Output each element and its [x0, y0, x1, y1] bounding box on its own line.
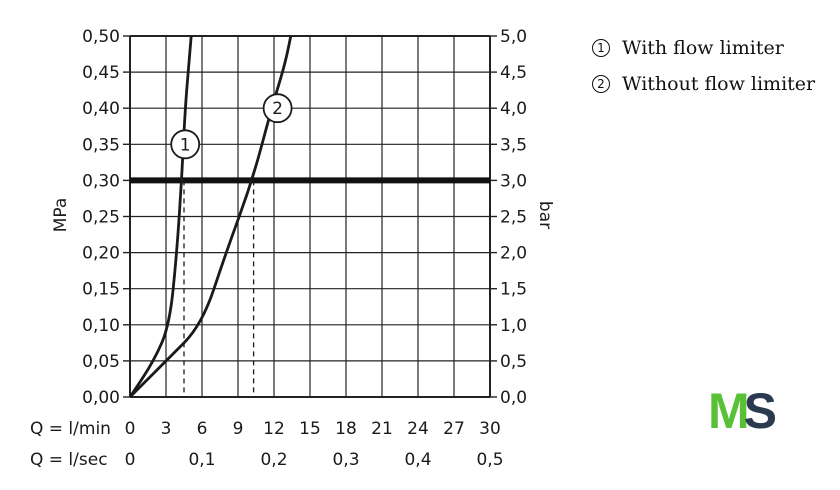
- legend: 1 With flow limiter 2 Without flow limit…: [592, 30, 815, 102]
- curve-marker-2: [262, 93, 293, 124]
- y-tick-label-left: 0,00: [82, 388, 120, 408]
- x-row-label-lmin: Q = l/min: [30, 419, 111, 439]
- y-tick-label-right: 4,0: [500, 99, 527, 119]
- x-tick-label-lmin: 15: [299, 419, 321, 439]
- legend-marker-2: 2: [592, 75, 610, 93]
- y-axis-title-left: MPa: [51, 198, 71, 233]
- x-tick-label-lmin: 30: [479, 419, 501, 439]
- y-tick-label-right: 5,0: [500, 27, 527, 47]
- y-tick-label-left: 0,30: [82, 171, 120, 191]
- x-row-label-lsec: Q = l/sec: [30, 450, 108, 470]
- x-tick-label-lsec: 0,1: [188, 450, 215, 470]
- x-tick-label-lmin: 18: [335, 419, 357, 439]
- x-tick-label-lsec: 0,5: [476, 450, 503, 470]
- x-tick-label-lmin: 9: [233, 419, 244, 439]
- logo-letter-s: S: [743, 383, 777, 439]
- x-tick-label-lmin: 12: [263, 419, 285, 439]
- flow-curve-1: [128, 35, 193, 398]
- tick-labels: 0,000,050,100,150,200,250,300,350,400,45…: [30, 27, 527, 470]
- logo-letter-m: M: [708, 383, 750, 439]
- x-tick-label-lmin: 6: [197, 419, 208, 439]
- y-tick-label-left: 0,35: [82, 135, 120, 155]
- y-tick-label-left: 0,05: [82, 352, 120, 372]
- x-tick-label-lmin: 27: [443, 419, 465, 439]
- legend-label-1: With flow limiter: [622, 37, 784, 59]
- curve-marker-1: [170, 129, 201, 160]
- x-tick-label-lsec: 0,2: [260, 450, 287, 470]
- ms-logo: MS: [708, 383, 777, 439]
- y-tick-label-right: 3,0: [500, 171, 527, 191]
- legend-item-with-limiter: 1 With flow limiter: [592, 30, 815, 66]
- y-tick-label-left: 0,40: [82, 99, 120, 119]
- x-tick-label-lmin: 21: [371, 419, 393, 439]
- y-tick-label-left: 0,15: [82, 280, 120, 300]
- plot-area: 12: [128, 35, 490, 398]
- y-axis-title-right: bar: [535, 201, 555, 229]
- y-tick-label-right: 3,5: [500, 135, 527, 155]
- flow-curve-2: [129, 35, 293, 398]
- x-tick-label-lmin: 3: [161, 419, 172, 439]
- y-tick-label-right: 2,5: [500, 208, 527, 228]
- legend-marker-1: 1: [592, 39, 610, 57]
- x-tick-label-lsec: 0: [125, 450, 136, 470]
- curve-marker-label-2: 2: [272, 99, 283, 119]
- y-tick-label-left: 0,20: [82, 244, 120, 264]
- x-tick-label-lmin: 24: [407, 419, 429, 439]
- y-tick-label-right: 0,0: [500, 388, 527, 408]
- y-tick-label-right: 1,0: [500, 316, 527, 336]
- x-tick-label-lmin: 0: [125, 419, 136, 439]
- y-tick-label-left: 0,45: [82, 63, 120, 83]
- x-tick-label-lsec: 0,3: [332, 450, 359, 470]
- y-tick-label-right: 0,5: [500, 352, 527, 372]
- x-tick-label-lsec: 0,4: [404, 450, 431, 470]
- legend-item-without-limiter: 2 Without flow limiter: [592, 66, 815, 102]
- y-tick-label-left: 0,10: [82, 316, 120, 336]
- curve-marker-label-1: 1: [180, 135, 191, 155]
- y-tick-label-right: 1,5: [500, 280, 527, 300]
- legend-label-2: Without flow limiter: [622, 73, 816, 95]
- y-tick-label-left: 0,50: [82, 27, 120, 47]
- y-tick-label-right: 2,0: [500, 244, 527, 264]
- y-tick-label-right: 4,5: [500, 63, 527, 83]
- y-tick-label-left: 0,25: [82, 208, 120, 228]
